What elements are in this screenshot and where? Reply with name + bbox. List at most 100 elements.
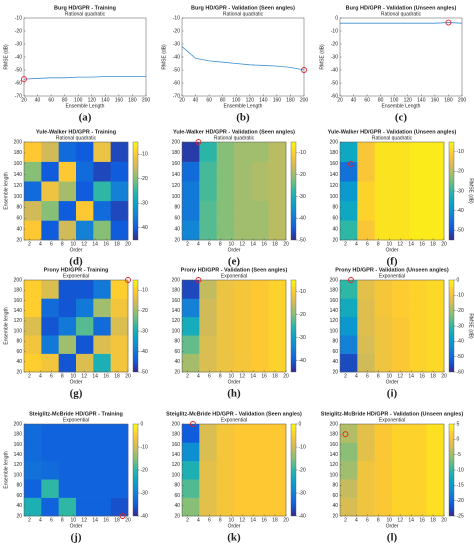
x-tick-label: 12 (397, 241, 403, 247)
heatmap-cell (251, 142, 269, 162)
x-tick-label: 120 (246, 97, 255, 103)
heatmap-cell (374, 142, 393, 162)
heatmap-cell (426, 280, 445, 299)
colorbar-tick-label: -10 (457, 293, 464, 299)
x-tick-label: 60 (48, 97, 54, 103)
heatmap-cell (357, 181, 375, 202)
heatmap-cell (426, 142, 445, 162)
heatmap-cell (216, 335, 235, 354)
heatmap-cell (409, 442, 427, 462)
x-tick-label: 160 (431, 97, 440, 103)
y-tick-label: 200 (172, 139, 181, 145)
y-tick-label: 40 (332, 226, 338, 232)
heatmap-cell (58, 298, 77, 318)
x-tick-label: 140 (259, 97, 268, 103)
x-tick-label: 10 (70, 241, 76, 247)
panel-label: (j) (71, 532, 82, 544)
x-tick-label: 12 (397, 373, 403, 379)
y-tick-label: -30 (331, 54, 338, 60)
heatmap-cell (340, 280, 358, 299)
y-tick-label: 200 (330, 139, 339, 145)
optimum-marker (342, 431, 349, 438)
heatmap-cell (24, 161, 42, 182)
heatmap-cell (93, 220, 111, 241)
heatmap-cell (76, 460, 94, 480)
x-tick-label: 16 (103, 241, 109, 247)
heatmap-cell (58, 200, 77, 221)
heatmap-cell (426, 298, 445, 318)
heatmap-cell (268, 200, 287, 221)
heatmap-cell (374, 335, 393, 354)
heatmap-cell (268, 142, 287, 162)
heatmap-cell (268, 181, 287, 202)
x-tick-label: 40 (35, 97, 41, 103)
colorbar-tick-label: -5 (457, 452, 462, 458)
heatmap-cell (76, 200, 94, 221)
heatmap-cell (340, 142, 358, 162)
y-tick-label: 60 (16, 216, 22, 222)
x-tick-label: 10 (228, 241, 234, 247)
x-tick-label: 8 (219, 517, 222, 523)
heatmap-cell (357, 460, 375, 480)
y-tick-label: 40 (332, 359, 338, 365)
heatmap-cell (24, 497, 42, 517)
y-tick-label: 100 (330, 472, 339, 478)
x-axis-label: Order (70, 379, 83, 385)
x-axis-label: Order (228, 247, 241, 253)
heatmap-cell (234, 424, 252, 443)
y-axis-label: Ensemble length (3, 451, 9, 488)
heatmap-cell (374, 280, 393, 299)
heatmap-cell (392, 298, 410, 318)
y-tick-label: 120 (14, 318, 23, 324)
x-tick-label: 10 (386, 373, 392, 379)
heatmap-cell (234, 280, 252, 299)
y-tick-label: 80 (174, 483, 180, 489)
x-tick-label: 10 (386, 517, 392, 523)
heatmap-cell (41, 142, 59, 162)
heatmap-cell (199, 142, 217, 162)
heatmap-cell (234, 442, 252, 462)
heatmap-cell (392, 142, 410, 162)
colorbar-tick-label: -40 (141, 513, 148, 519)
heatmap-cell (268, 335, 287, 354)
heatmap-cell (110, 497, 129, 517)
heatmap-cell (199, 335, 217, 354)
x-tick-label: 20 (441, 373, 447, 379)
x-tick-label: 6 (50, 241, 53, 247)
y-tick-label: -30 (15, 41, 22, 47)
heatmap-cell (93, 181, 111, 202)
panel-label: (k) (227, 532, 241, 544)
x-axis-label: Order (70, 247, 83, 253)
heatmap-cell (234, 298, 252, 318)
heatmap-cell (340, 442, 358, 462)
heatmap-cell (199, 479, 217, 498)
colorbar-tick-label: -10 (299, 444, 306, 450)
heatmap-cell (24, 280, 42, 299)
heatmap-cell (110, 479, 129, 498)
x-tick-label: 140 (417, 97, 426, 103)
y-tick-label: 180 (330, 150, 339, 156)
heatmap-cell (110, 161, 129, 182)
heatmap-cell (340, 479, 358, 498)
heatmap-cell (251, 316, 269, 336)
y-tick-label: 140 (330, 308, 339, 314)
heatmap-cell (426, 424, 445, 443)
y-tick-label: 120 (172, 183, 181, 189)
heatmap-cell (357, 335, 375, 354)
x-tick-label: 180 (286, 97, 295, 103)
colorbar-tick-label: -20 (141, 467, 148, 473)
y-tick-label: 140 (172, 308, 181, 314)
y-tick-label: 80 (16, 483, 22, 489)
heatmap-cell (41, 424, 59, 443)
y-tick-label: 40 (174, 226, 180, 232)
heatmap-cell (357, 280, 375, 299)
y-tick-label: 100 (14, 472, 23, 478)
y-tick-label: 200 (172, 277, 181, 283)
heatmap-cell (199, 353, 217, 373)
heatmap-cell (24, 316, 42, 336)
chart-subtitle: Rational quadratic (223, 11, 264, 17)
y-tick-label: 80 (174, 205, 180, 211)
heatmap-cell (216, 142, 235, 162)
heatmap-cell (216, 161, 235, 182)
chart-subtitle: Exponential (379, 417, 405, 423)
